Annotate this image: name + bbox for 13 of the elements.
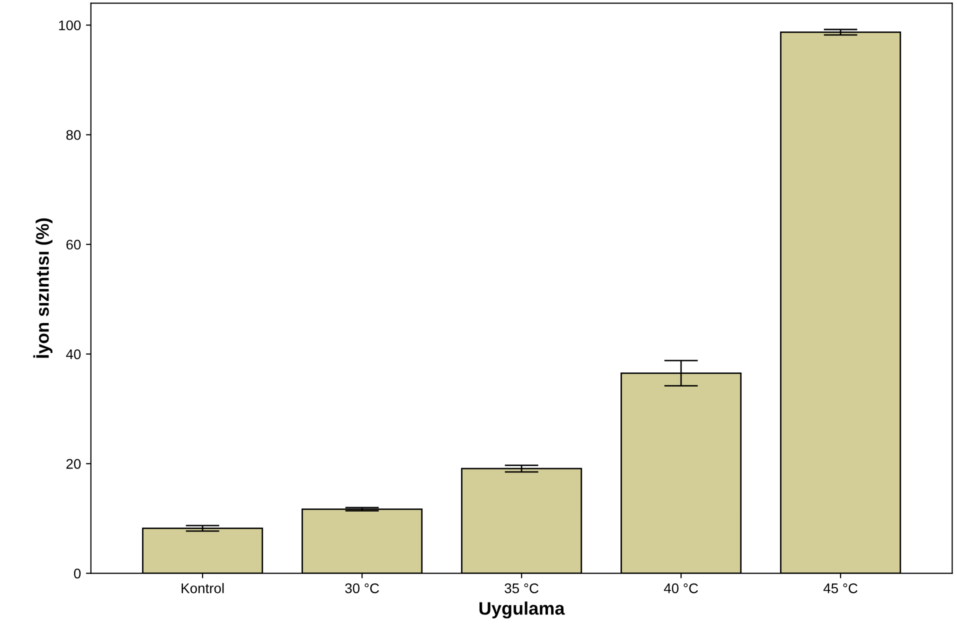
y-tick-label: 60: [66, 240, 81, 250]
y-tick-label: 100: [59, 20, 81, 30]
y-tick-label: 20: [66, 458, 81, 469]
x-tick-label: 30 °C: [345, 583, 379, 594]
x-tick-label: 45 °C: [823, 583, 858, 594]
x-tick-label: 40 °C: [664, 583, 698, 594]
y-tick-label: 0: [74, 568, 81, 578]
x-tick-label: 35 °C: [504, 583, 538, 594]
y-tick-label: 40: [66, 349, 81, 360]
x-axis-title: Uygulama: [480, 602, 565, 618]
y-tick-label: 80: [66, 130, 81, 140]
y-axis-title: İyon sızıntısı (%): [33, 218, 52, 358]
x-tick-label: Kontrol: [182, 583, 224, 594]
